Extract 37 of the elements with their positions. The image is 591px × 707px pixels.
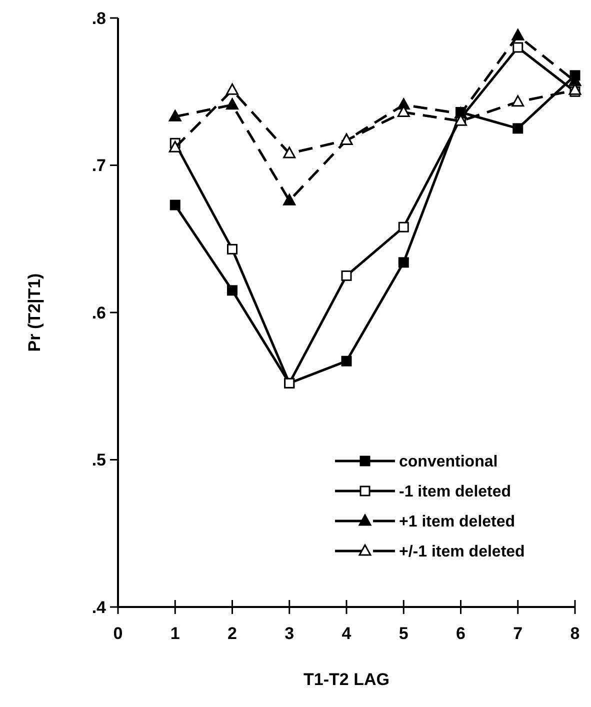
x-tick-label: 3 bbox=[284, 624, 294, 643]
point bbox=[398, 222, 409, 232]
x-tick-label: 7 bbox=[513, 624, 523, 643]
point bbox=[512, 28, 524, 40]
y-tick-label: .7 bbox=[92, 156, 106, 176]
point bbox=[168, 140, 182, 152]
y-tick-label: .6 bbox=[92, 303, 106, 322]
x-tick-label: 0 bbox=[113, 624, 123, 643]
y-tick-label: .5 bbox=[92, 450, 106, 470]
point bbox=[226, 98, 238, 110]
point bbox=[341, 356, 352, 366]
x-tick-label: 8 bbox=[570, 624, 580, 643]
legend-label: -1 item deleted bbox=[399, 484, 512, 501]
x-tick-label: 2 bbox=[228, 624, 237, 643]
legend-label: +1 item deleted bbox=[399, 514, 516, 531]
point bbox=[168, 110, 182, 122]
y-tick-label: .8 bbox=[92, 8, 106, 28]
point bbox=[512, 123, 524, 134]
x-axis-title: T1-T2 LAG bbox=[304, 670, 390, 689]
point bbox=[512, 95, 524, 107]
y-tick-label: .4 bbox=[92, 598, 107, 617]
point bbox=[170, 200, 180, 210]
point bbox=[398, 257, 409, 268]
point bbox=[341, 270, 352, 281]
x-tick-label: 4 bbox=[342, 624, 352, 643]
point bbox=[283, 146, 296, 158]
legend-label: +/-1 item deleted bbox=[399, 544, 525, 561]
legend-label: conventional bbox=[399, 454, 498, 471]
point bbox=[512, 42, 524, 53]
point bbox=[227, 285, 238, 296]
point bbox=[227, 244, 238, 254]
x-tick-label: 1 bbox=[170, 624, 180, 643]
x-tick-label: 6 bbox=[456, 624, 466, 643]
point bbox=[226, 83, 238, 95]
y-axis-title: Pr (T2|T1) bbox=[25, 273, 44, 352]
point bbox=[283, 194, 296, 206]
x-tick-label: 5 bbox=[398, 624, 408, 643]
